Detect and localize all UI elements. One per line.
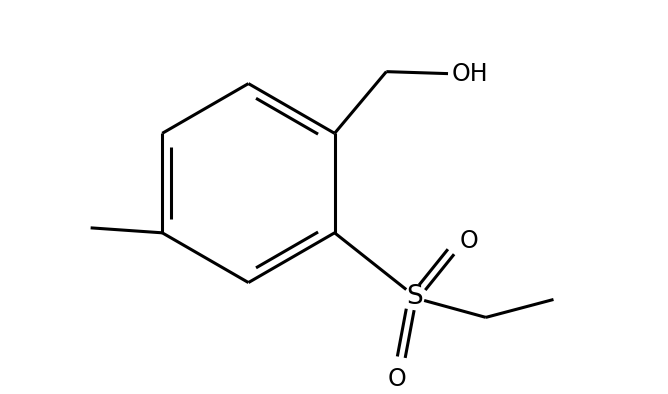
- Text: S: S: [406, 284, 423, 310]
- Text: O: O: [388, 367, 407, 391]
- Text: OH: OH: [452, 61, 488, 85]
- Text: O: O: [460, 229, 479, 253]
